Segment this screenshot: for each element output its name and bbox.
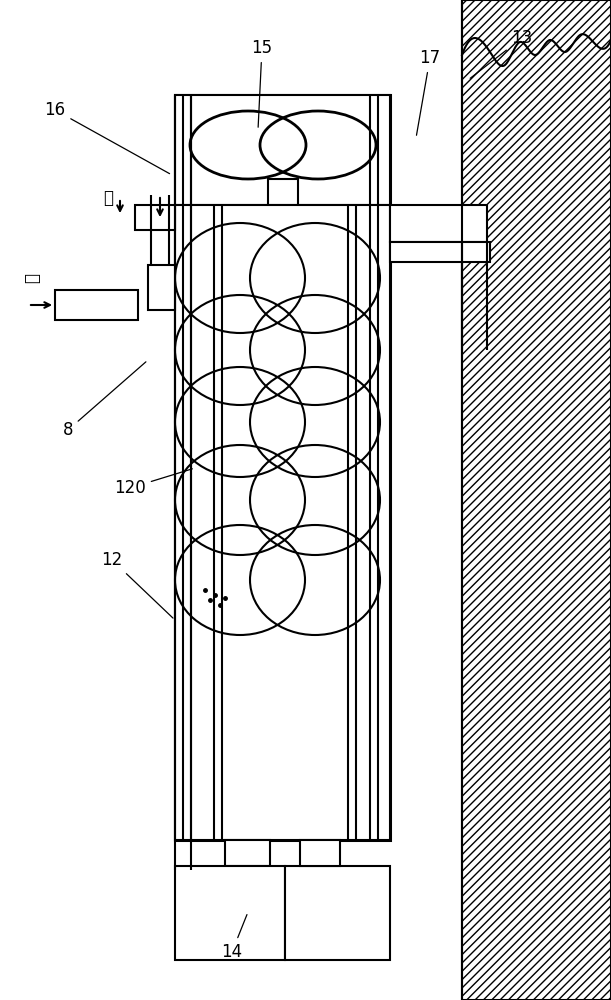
Bar xyxy=(300,840,340,866)
Bar xyxy=(285,866,390,960)
Bar xyxy=(175,205,390,840)
Text: 120: 120 xyxy=(114,469,192,497)
Text: 13: 13 xyxy=(470,29,533,78)
Text: 15: 15 xyxy=(252,39,273,127)
Text: 14: 14 xyxy=(221,915,247,961)
Bar xyxy=(390,242,490,262)
Text: 16: 16 xyxy=(45,101,170,174)
Polygon shape xyxy=(462,0,611,1000)
Bar xyxy=(390,205,487,242)
Text: 8: 8 xyxy=(63,362,146,439)
Bar xyxy=(148,265,175,310)
Bar xyxy=(175,95,390,840)
Text: 17: 17 xyxy=(417,49,441,135)
Bar xyxy=(175,95,390,205)
Bar xyxy=(268,179,298,205)
Bar xyxy=(225,840,270,866)
Text: 12: 12 xyxy=(101,551,173,618)
Bar xyxy=(55,290,138,320)
Text: 气: 气 xyxy=(23,273,41,283)
Text: 水: 水 xyxy=(103,189,113,207)
Bar xyxy=(135,205,175,230)
Bar xyxy=(175,866,285,960)
